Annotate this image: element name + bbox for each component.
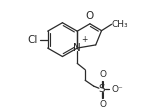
Text: O⁻: O⁻ <box>111 85 123 94</box>
Text: +: + <box>82 35 88 44</box>
Text: O: O <box>85 11 93 21</box>
Text: S: S <box>99 84 105 94</box>
Text: O: O <box>99 100 106 109</box>
Text: Cl: Cl <box>27 35 38 45</box>
Text: N: N <box>73 43 81 53</box>
Text: CH₃: CH₃ <box>112 20 128 29</box>
Text: O: O <box>99 70 106 79</box>
